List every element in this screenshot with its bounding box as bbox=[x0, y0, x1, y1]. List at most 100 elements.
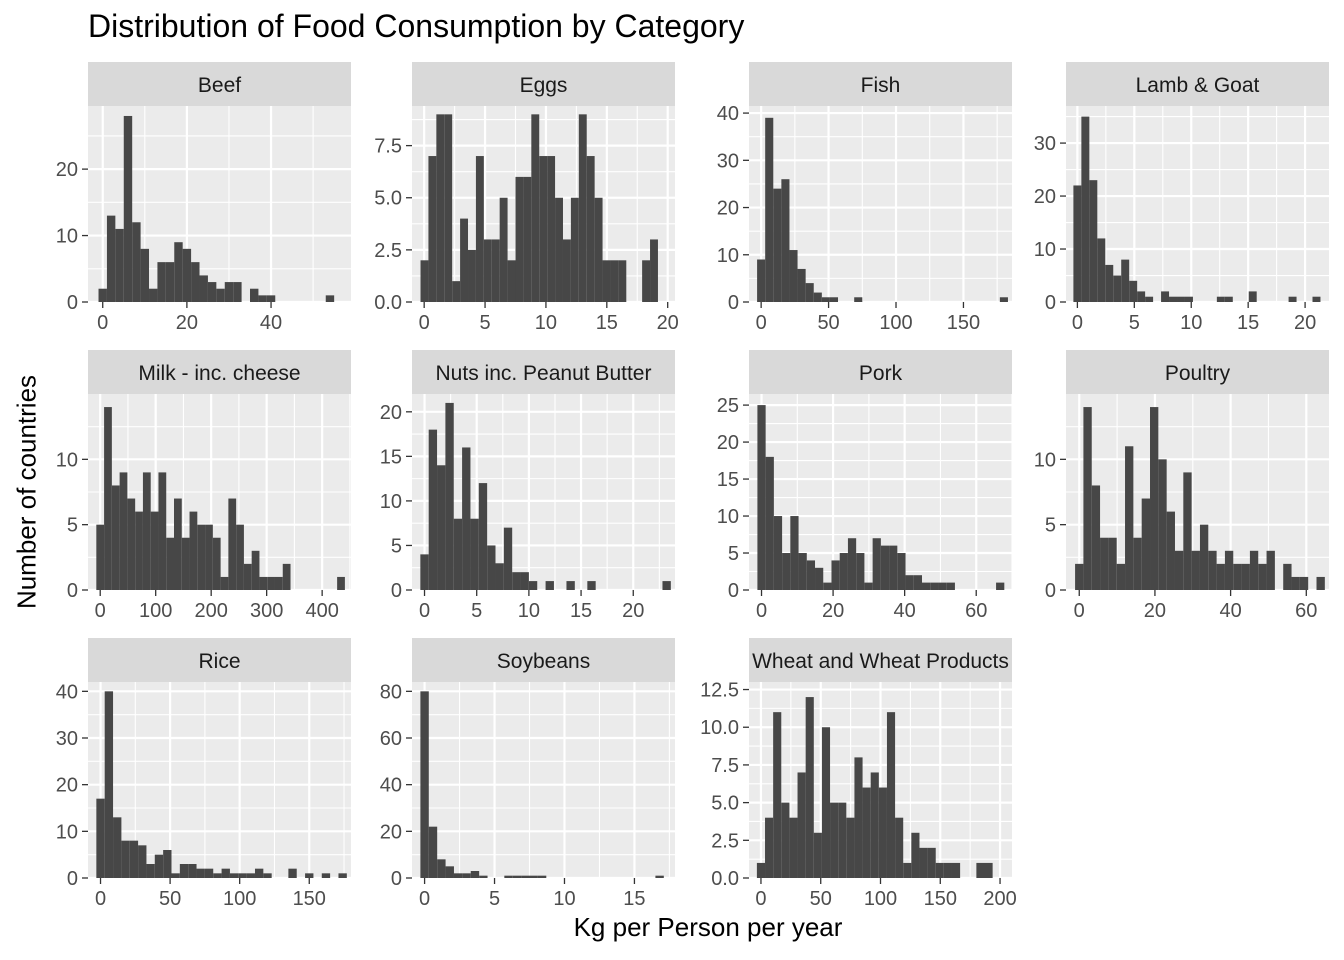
histogram-bar bbox=[821, 727, 831, 878]
x-tick-label: 20 bbox=[657, 312, 679, 334]
x-tick-label: 0 bbox=[95, 888, 106, 910]
facet-nuts-inc-peanut-butter: Nuts inc. Peanut Butter 0 5 10 15 20 0 5 10 15 20 bbox=[380, 350, 675, 622]
histogram-bar bbox=[539, 156, 548, 302]
histogram-bar bbox=[179, 864, 189, 878]
histogram-bar bbox=[174, 498, 182, 590]
histogram-bar bbox=[1288, 296, 1297, 302]
histogram-bar bbox=[154, 854, 164, 878]
histogram-bar bbox=[830, 802, 839, 878]
y-tick-label: 20 bbox=[717, 432, 739, 454]
x-axis: 0 20 40 60 bbox=[1074, 590, 1317, 622]
x-axis: 0 50 100 150 200 bbox=[755, 878, 1017, 910]
histogram-bar bbox=[437, 859, 446, 878]
histogram-bar bbox=[765, 117, 774, 303]
histogram-bar bbox=[236, 524, 244, 590]
histogram-bar bbox=[886, 712, 896, 878]
histogram-bar bbox=[132, 222, 141, 302]
x-tick-label: 10 bbox=[1180, 312, 1202, 334]
histogram-bar bbox=[765, 817, 774, 878]
histogram-bar bbox=[460, 218, 469, 302]
x-tick-label: 40 bbox=[1219, 600, 1241, 622]
histogram-bar bbox=[263, 873, 272, 878]
strip-label: Fish bbox=[861, 74, 901, 97]
histogram-bars bbox=[756, 697, 993, 878]
y-axis: 0.0 2.5 5.0 7.5 10.0 12.5 bbox=[700, 680, 749, 890]
histogram-bar bbox=[221, 868, 230, 878]
histogram-bar bbox=[337, 576, 345, 590]
histogram-bar bbox=[1266, 550, 1275, 590]
histogram-bar bbox=[870, 772, 879, 878]
facet-fish: Fish 0 50 100 150 0 10 20 30 40 bbox=[717, 62, 1012, 334]
histogram-bar bbox=[495, 563, 504, 590]
x-tick-label: 50 bbox=[159, 888, 181, 910]
histogram-bar bbox=[479, 875, 488, 878]
histogram-bar bbox=[813, 292, 822, 302]
histogram-bar bbox=[213, 873, 222, 878]
histogram-bar bbox=[228, 498, 237, 590]
y-tick-label: 0.0 bbox=[374, 292, 402, 314]
histogram-bar bbox=[325, 295, 335, 302]
facet-wheat-and-wheat-products: Wheat and Wheat Products 0 50 100 150 200 0.0 2… bbox=[700, 638, 1017, 910]
x-axis: 0 5 10 15 20 bbox=[419, 302, 679, 334]
histogram-bar bbox=[1091, 485, 1101, 590]
histogram-bar bbox=[798, 553, 807, 590]
histogram-bar bbox=[1108, 537, 1117, 590]
histogram-bar bbox=[618, 260, 627, 302]
y-tick-label: 30 bbox=[1034, 133, 1056, 155]
histogram-bar bbox=[106, 215, 116, 302]
strip-background bbox=[412, 638, 675, 682]
histogram-bar bbox=[512, 572, 521, 590]
histogram-bars bbox=[1075, 407, 1325, 590]
x-tick-label: 60 bbox=[1295, 600, 1317, 622]
histogram-bar bbox=[757, 405, 766, 590]
histogram-bar bbox=[821, 297, 830, 302]
y-tick-label: 10 bbox=[56, 226, 78, 248]
histogram-bar bbox=[854, 757, 863, 878]
histogram-bar bbox=[181, 537, 190, 590]
strip-background bbox=[88, 62, 351, 106]
histogram-bar bbox=[880, 545, 890, 590]
histogram-bar bbox=[123, 115, 133, 303]
strip-background bbox=[749, 62, 1012, 106]
x-tick-label: 150 bbox=[293, 888, 326, 910]
y-tick-label: 0.0 bbox=[711, 868, 739, 890]
histogram-bar bbox=[946, 582, 955, 590]
histogram-bar bbox=[782, 553, 791, 590]
histogram-bar bbox=[1161, 291, 1170, 302]
histogram-bar bbox=[789, 250, 798, 302]
histogram-bars bbox=[96, 407, 345, 590]
x-axis: 0 50 100 150 bbox=[95, 878, 326, 910]
histogram-bar bbox=[781, 179, 790, 302]
histogram-bar bbox=[499, 197, 508, 302]
strip-label: Wheat and Wheat Products bbox=[752, 650, 1009, 673]
histogram-bar bbox=[531, 114, 540, 302]
histogram-bar bbox=[113, 817, 122, 878]
histogram-bar bbox=[266, 295, 276, 302]
x-axis: 0 5 10 15 20 bbox=[1072, 302, 1316, 334]
x-axis: 0 100 200 300 400 bbox=[95, 590, 339, 622]
histogram-bar bbox=[864, 582, 873, 590]
histogram-bar bbox=[229, 873, 239, 878]
facet-poultry: Poultry 0 20 40 60 0 5 10 bbox=[1034, 350, 1329, 622]
y-tick-label: 0 bbox=[728, 292, 739, 314]
histogram-bar bbox=[212, 537, 221, 590]
histogram-bar bbox=[470, 871, 480, 878]
histogram-bar bbox=[1248, 291, 1257, 302]
histogram-bar bbox=[189, 511, 198, 590]
histogram-bar bbox=[587, 581, 596, 590]
histogram-bar bbox=[437, 465, 446, 590]
histogram-bar bbox=[642, 260, 651, 302]
histogram-bars bbox=[420, 691, 664, 878]
histogram-bar bbox=[163, 850, 172, 878]
histogram-bar bbox=[1299, 576, 1309, 590]
x-tick-label: 10 bbox=[553, 888, 575, 910]
y-tick-label: 0 bbox=[728, 580, 739, 602]
histogram-bar bbox=[224, 282, 234, 302]
strip-background bbox=[412, 350, 675, 394]
histogram-bar bbox=[504, 875, 513, 878]
histogram-bar bbox=[1316, 576, 1325, 590]
histogram-bar bbox=[1208, 550, 1217, 590]
y-tick-label: 15 bbox=[717, 469, 739, 491]
histogram-bar bbox=[250, 288, 259, 302]
histogram-bar bbox=[838, 802, 847, 878]
